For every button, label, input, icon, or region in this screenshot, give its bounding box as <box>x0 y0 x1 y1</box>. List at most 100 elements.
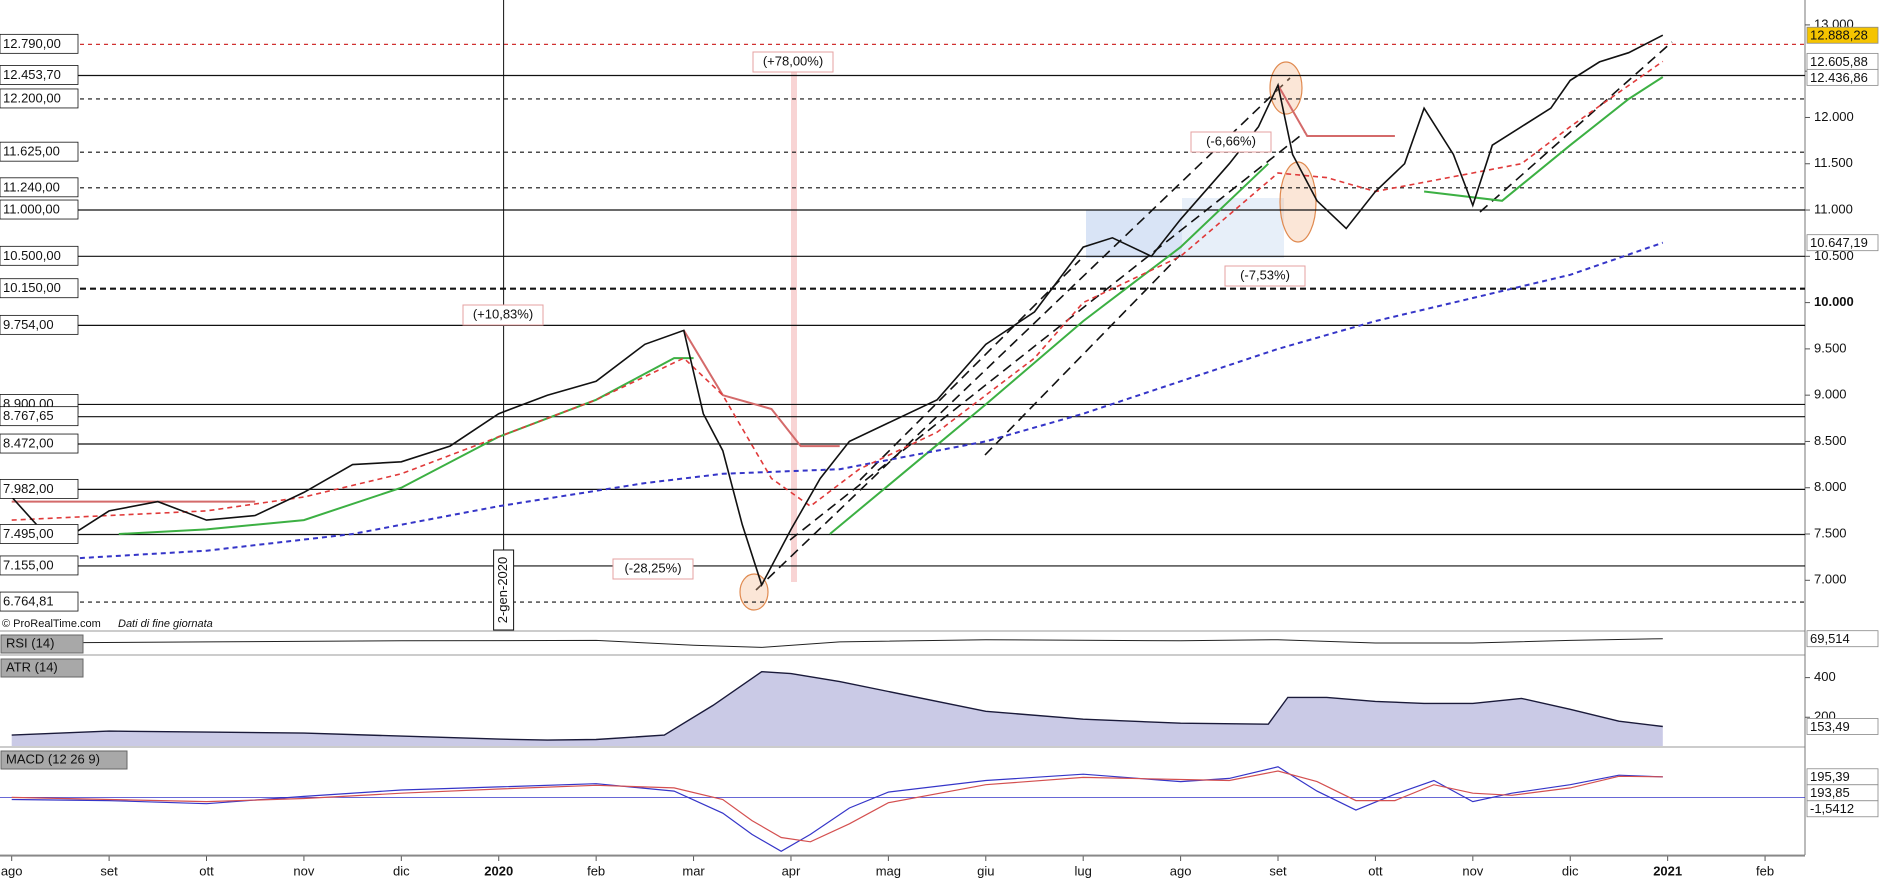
y-tick-label: 10.500 <box>1814 248 1854 263</box>
indicator-label-box <box>0 634 84 654</box>
series-line <box>11 770 1663 843</box>
series-line <box>11 84 1395 503</box>
x-tick-label: feb <box>587 863 605 878</box>
price-tag-label: 12.605,88 <box>1810 54 1868 69</box>
x-tick-label: nov <box>293 863 314 878</box>
level-label-box <box>0 406 79 427</box>
trend-line <box>789 131 1306 541</box>
x-tick-label: dic <box>393 863 410 878</box>
level-label-box <box>0 478 79 499</box>
trend-line <box>984 254 1181 456</box>
price-tag-label: 10.647,19 <box>1810 235 1868 250</box>
series-line <box>11 60 1664 521</box>
level-label: 11.240,00 <box>3 179 60 194</box>
y-tick-label: 8.500 <box>1814 433 1847 448</box>
series-line <box>11 670 1663 741</box>
level-label: 7.495,00 <box>3 526 54 541</box>
x-tick-label: giu <box>977 863 994 878</box>
price-tag-label: -1,5412 <box>1810 801 1854 816</box>
range-box <box>1086 210 1182 258</box>
range-box <box>1182 198 1284 258</box>
level-label: 12.453,70 <box>3 67 61 82</box>
series-line <box>11 766 1663 852</box>
level-label-box <box>0 524 79 544</box>
price-tag <box>1806 718 1879 735</box>
price-tag-label: 195,39 <box>1810 769 1850 784</box>
area-fill <box>11 671 1663 746</box>
move-band <box>791 64 797 582</box>
indicator-label-box <box>0 750 128 770</box>
price-tag <box>1806 26 1879 44</box>
level-label-box <box>0 278 79 299</box>
level-label: 11.000,00 <box>3 201 60 216</box>
level-label: 12.200,00 <box>3 90 61 105</box>
level-label: 8.767,65 <box>3 408 54 423</box>
level-label-box <box>0 65 79 85</box>
indicator-label-box <box>0 658 84 678</box>
y-tick-label: 400 <box>1814 669 1836 684</box>
trend-line <box>859 259 1081 481</box>
x-tick-label: apr <box>782 863 801 878</box>
y-tick-label: 11.500 <box>1814 155 1853 170</box>
price-tag <box>1806 68 1879 86</box>
indicator-label: RSI (14) <box>6 635 54 650</box>
y-tick-label: 8.000 <box>1814 479 1847 494</box>
level-label-box <box>0 177 79 198</box>
level-label: 7.155,00 <box>3 557 54 572</box>
x-tick-label: 2021 <box>1653 863 1682 878</box>
price-tag-label: 193,85 <box>1810 785 1850 800</box>
trend-line <box>755 77 1291 591</box>
x-tick-label: set <box>100 863 118 878</box>
price-tag <box>1806 630 1879 648</box>
x-tick-label: set <box>1269 863 1287 878</box>
level-label: 10.500,00 <box>3 248 61 263</box>
level-label-box <box>0 245 79 266</box>
level-label: 11.625,00 <box>3 144 60 159</box>
x-tick-label: 2020 <box>484 863 513 878</box>
annotation-box <box>612 558 694 580</box>
circle <box>1279 161 1317 243</box>
indicator-label: MACD (12 26 9) <box>6 751 100 766</box>
level-label-box <box>0 555 79 576</box>
y-tick-label: 9.000 <box>1814 387 1847 402</box>
x-tick-label: mar <box>682 863 705 878</box>
date-marker-box <box>493 549 515 631</box>
x-tick-label: ott <box>1368 863 1383 878</box>
x-tick-label: feb <box>1756 863 1774 878</box>
price-tag-label: 12.888,28 <box>1810 28 1868 43</box>
series-line <box>79 241 1664 560</box>
x-tick-label: nov <box>1462 863 1483 878</box>
x-tick-label: ott <box>199 863 214 878</box>
x-tick-label: lug <box>1075 863 1092 878</box>
source-note: Dati di fine giornata <box>118 618 213 630</box>
price-tag <box>1806 800 1879 818</box>
level-label: 9.754,00 <box>3 317 54 332</box>
level-label-box <box>0 33 79 54</box>
level-label: 12.790,00 <box>3 36 61 51</box>
source: © ProRealTime.com <box>2 618 101 630</box>
price-tag-label: 12.436,86 <box>1810 70 1868 85</box>
level-label-box <box>0 591 79 612</box>
x-tick-label: ago <box>1 863 23 878</box>
y-tick-label: 7.500 <box>1814 525 1847 540</box>
x-tick-label: dic <box>1562 863 1579 878</box>
level-label: 10.150,00 <box>3 280 61 295</box>
date-marker-label: 2-gen-2020 <box>495 557 510 624</box>
annotation-box <box>752 51 834 73</box>
x-tick-label: mag <box>876 863 901 878</box>
level-label-box <box>0 141 79 162</box>
trend-channel <box>755 41 1673 591</box>
price-tag <box>1806 234 1879 252</box>
annotation: (-7,53%) <box>1240 267 1290 282</box>
price-tag-label: 69,514 <box>1810 631 1850 646</box>
y-tick-label: 7.000 <box>1814 572 1847 587</box>
trend-line <box>1479 41 1673 213</box>
y-tick-label: 11.000 <box>1814 201 1853 216</box>
level-label-box <box>0 199 79 220</box>
level-label-box <box>0 88 79 109</box>
level-label: 8.472,00 <box>3 435 54 450</box>
